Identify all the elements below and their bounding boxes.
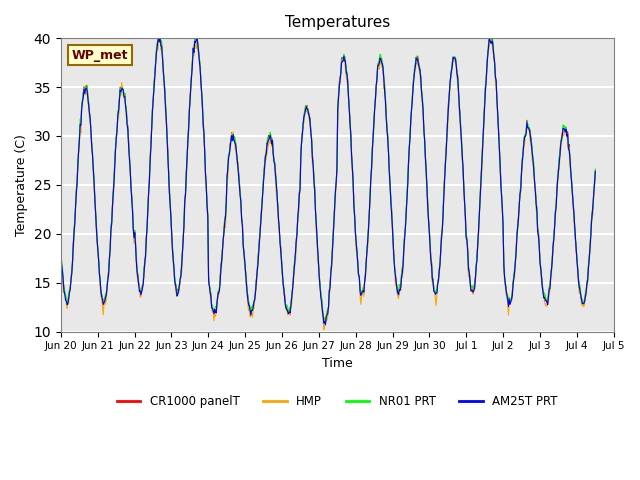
AM25T PRT bbox=[156, 36, 164, 41]
NR01 PRT bbox=[322, 320, 330, 325]
Line: HMP: HMP bbox=[24, 37, 595, 330]
HMP bbox=[22, 270, 30, 276]
Line: AM25T PRT: AM25T PRT bbox=[24, 38, 595, 325]
AM25T PRT bbox=[286, 310, 294, 316]
HMP bbox=[591, 168, 599, 174]
NR01 PRT bbox=[445, 91, 453, 97]
NR01 PRT bbox=[100, 298, 108, 304]
AM25T PRT bbox=[22, 275, 30, 281]
HMP bbox=[156, 35, 163, 40]
CR1000 panelT bbox=[431, 290, 439, 296]
NR01 PRT bbox=[265, 136, 273, 142]
NR01 PRT bbox=[591, 166, 599, 172]
NR01 PRT bbox=[20, 247, 28, 252]
NR01 PRT bbox=[155, 32, 163, 38]
CR1000 panelT bbox=[322, 320, 330, 325]
Y-axis label: Temperature (C): Temperature (C) bbox=[15, 134, 28, 236]
NR01 PRT bbox=[22, 272, 30, 278]
HMP bbox=[431, 296, 439, 302]
AM25T PRT bbox=[431, 291, 439, 297]
NR01 PRT bbox=[431, 288, 439, 294]
NR01 PRT bbox=[286, 306, 294, 312]
CR1000 panelT bbox=[100, 300, 108, 306]
CR1000 panelT bbox=[265, 132, 273, 138]
HMP bbox=[320, 327, 328, 333]
HMP bbox=[286, 312, 294, 318]
AM25T PRT bbox=[265, 136, 273, 142]
AM25T PRT bbox=[445, 94, 453, 99]
CR1000 panelT bbox=[22, 276, 30, 281]
Line: NR01 PRT: NR01 PRT bbox=[24, 35, 595, 323]
CR1000 panelT bbox=[20, 244, 28, 250]
Line: CR1000 panelT: CR1000 panelT bbox=[24, 36, 595, 323]
X-axis label: Time: Time bbox=[322, 357, 353, 370]
CR1000 panelT bbox=[445, 92, 453, 98]
Text: WP_met: WP_met bbox=[72, 48, 129, 61]
AM25T PRT bbox=[322, 322, 330, 328]
AM25T PRT bbox=[591, 168, 599, 174]
CR1000 panelT bbox=[591, 170, 599, 176]
Legend: CR1000 panelT, HMP, NR01 PRT, AM25T PRT: CR1000 panelT, HMP, NR01 PRT, AM25T PRT bbox=[112, 390, 563, 413]
AM25T PRT bbox=[20, 244, 28, 250]
Title: Temperatures: Temperatures bbox=[285, 15, 390, 30]
HMP bbox=[265, 136, 273, 142]
AM25T PRT bbox=[100, 300, 108, 305]
HMP bbox=[445, 96, 453, 101]
CR1000 panelT bbox=[156, 34, 163, 39]
HMP bbox=[20, 252, 28, 258]
HMP bbox=[100, 301, 108, 307]
CR1000 panelT bbox=[286, 308, 294, 313]
